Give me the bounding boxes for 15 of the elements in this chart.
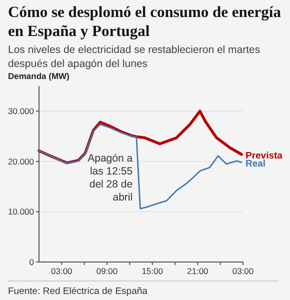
series-label: Real bbox=[245, 158, 266, 170]
x-tick-label: 03:00 bbox=[51, 266, 73, 276]
annotation: Apagón a las 12:55 del 28 de abril bbox=[88, 152, 133, 204]
y-tick-label: 0 bbox=[29, 257, 34, 267]
y-tick-label: 30.000 bbox=[8, 106, 34, 116]
x-tick-label: 21:00 bbox=[187, 266, 209, 276]
y-axis-title: Demanda (MW) bbox=[8, 71, 70, 81]
x-tick-label: 03:00 bbox=[232, 266, 254, 276]
chart-title: Cómo se desplomó el consumo de energía en España y Portugal bbox=[8, 3, 282, 41]
source-note: Fuente: Red Eléctrica de España bbox=[8, 286, 148, 297]
x-tick-label: 15:00 bbox=[142, 266, 164, 276]
y-tick-label: 20.000 bbox=[8, 156, 34, 166]
x-tick-label: 09:00 bbox=[96, 266, 118, 276]
chart-subtitle: Los niveles de electricidad se restablecieron el martes después del apagón del lunes bbox=[8, 43, 262, 71]
y-tick-label: 10.000 bbox=[8, 206, 34, 217]
